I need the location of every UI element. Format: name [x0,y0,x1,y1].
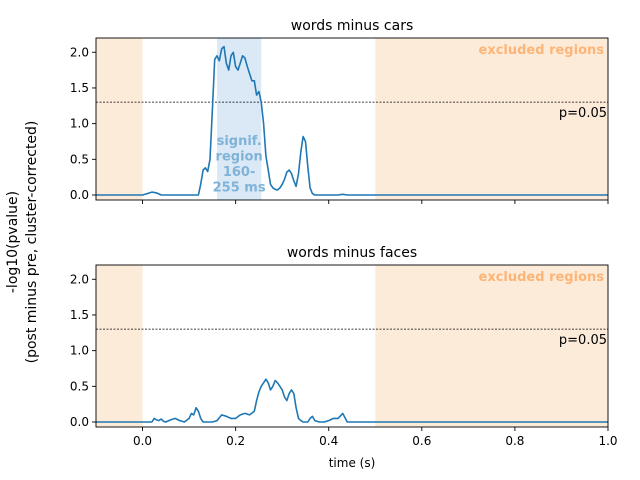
y-axis-label-line1: -log10(pvalue) [5,191,21,293]
significant-region-label: region [216,150,263,165]
excluded-region [375,265,608,427]
excluded-region [375,38,608,200]
x-tick-label: 0.2 [226,434,245,448]
threshold-label: p=0.05 [559,106,607,121]
y-tick-label: 2.0 [70,45,89,59]
excluded-region [96,38,143,200]
excluded-region [96,265,143,427]
x-tick-label: 0.0 [133,434,152,448]
significant-region-label: 255 ms [213,181,266,196]
y-tick-label: 1.0 [70,344,89,358]
y-tick-label: 0.0 [70,415,89,429]
y-tick-label: 0.0 [70,188,89,202]
plot-frame [95,264,609,428]
y-tick-label: 0.5 [70,152,89,166]
x-tick-label: 0.6 [412,434,431,448]
significant-region-label: signif. [217,134,262,149]
plot-frame [95,37,609,201]
chart-title: words minus cars [291,18,414,34]
y-tick-label: 2.0 [70,272,89,286]
y-tick-label: 0.5 [70,379,89,393]
chart-title: words minus faces [287,245,417,261]
chart-panel-words-minus-cars: 0.0 0.5 1.0 1.5 2.0 words minus cars excluded … [70,18,609,204]
y-axis-label-line2: (post minus pre, cluster-corrected) [24,121,40,364]
excluded-regions-label: excluded regions [479,43,605,58]
series-line [96,378,608,423]
series-line [96,45,608,196]
y-tick-label: 1.5 [70,308,89,322]
x-tick-label: 0.4 [319,434,338,448]
threshold-label: p=0.05 [559,333,607,348]
x-axis-label: time (s) [329,456,376,470]
y-tick-label: 1.0 [70,117,89,131]
excluded-regions-label: excluded regions [479,270,605,285]
y-tick-label: 1.5 [70,81,89,95]
significant-region-label: 160- [223,165,256,180]
chart-panel-words-minus-faces: 0.0 0.5 1.0 1.5 2.0 0.0 0.2 0.4 0.6 0.8 1.0 words m… [70,245,618,448]
x-tick-label: 1.0 [598,434,617,448]
x-tick-label: 0.8 [505,434,524,448]
